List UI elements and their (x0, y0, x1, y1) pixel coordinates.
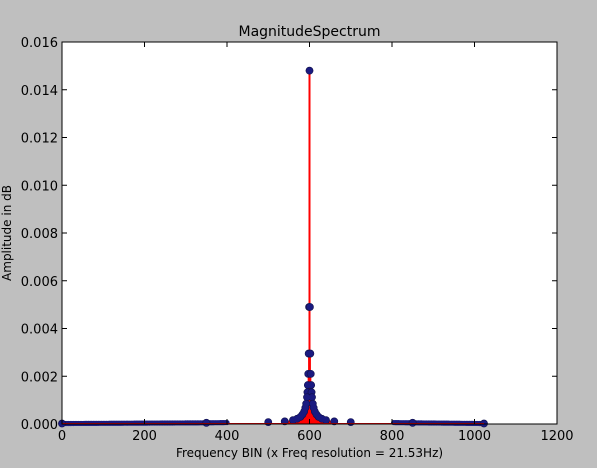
x-tick-label: 600 (297, 429, 322, 444)
y-tick-label: 0.000 (21, 418, 58, 433)
y-tick-label: 0.012 (21, 132, 58, 147)
y-axis-ticks: 0.000 0.002 0.004 0.006 0.008 0.010 0.012 0.014… (21, 36, 557, 433)
x-tick-label: 800 (380, 429, 405, 444)
data-point-marker (304, 394, 310, 401)
data-point-marker (303, 400, 310, 407)
data-point-marker (346, 418, 355, 426)
data-point-marker (323, 417, 329, 423)
data-point-marker (408, 418, 417, 427)
data-point-marker (308, 382, 314, 388)
chart-title: MagnitudeSpectrum (238, 24, 380, 40)
y-tick-label: 0.014 (21, 84, 58, 99)
data-point-marker (307, 350, 314, 357)
x-tick-label: 0 (58, 429, 66, 444)
y-tick-label: 0.008 (21, 227, 58, 242)
x-axis-ticks: 0 200 400 600 800 1000 1200 (58, 42, 574, 444)
x-tick-label: 400 (215, 429, 240, 444)
data-point-marker (264, 418, 273, 426)
y-tick-label: 0.002 (21, 370, 58, 385)
y-axis-label: Amplitude in dB (0, 185, 14, 281)
x-axis-label: Frequency BIN (x Freq resolution = 21.53… (176, 446, 443, 460)
y-tick-label: 0.010 (21, 179, 58, 194)
data-point-marker (306, 303, 314, 311)
x-tick-label: 1000 (458, 429, 491, 444)
data-point-marker (306, 67, 313, 74)
x-tick-label: 1200 (540, 429, 573, 444)
data-point-marker (309, 394, 315, 401)
y-tick-label: 0.006 (21, 275, 58, 290)
data-point-marker (202, 418, 211, 427)
y-tick-label: 0.016 (21, 36, 58, 51)
data-point-marker (306, 369, 315, 378)
x-tick-label: 200 (132, 429, 157, 444)
y-tick-label: 0.004 (21, 323, 58, 338)
